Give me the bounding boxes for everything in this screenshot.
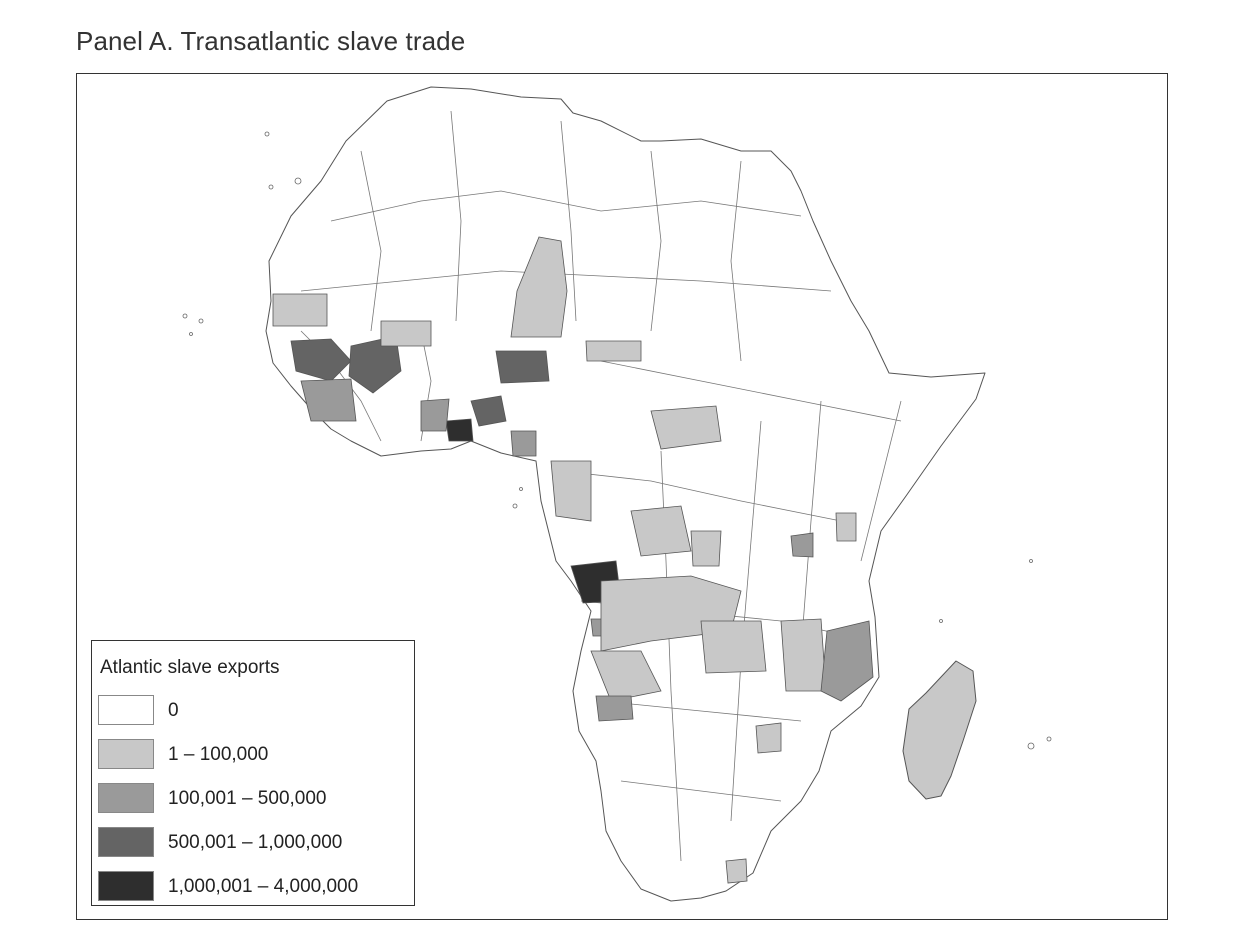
- panel-title: Panel A. Transatlantic slave trade: [76, 26, 466, 56]
- legend-label: 500,001 – 1,000,000: [168, 832, 343, 853]
- legend-swatch-2: [98, 783, 154, 813]
- map-frame: Atlantic slave exports 0 1 – 100,000 100…: [76, 73, 1168, 920]
- map-legend: Atlantic slave exports 0 1 – 100,000 100…: [91, 640, 415, 906]
- legend-title: Atlantic slave exports: [100, 657, 280, 678]
- legend-label: 1 – 100,000: [168, 744, 269, 765]
- africa-map: [182, 86, 1052, 902]
- legend-item: 1,000,001 – 4,000,000: [98, 871, 398, 901]
- legend-label: 1,000,001 – 4,000,000: [168, 876, 359, 897]
- legend-item: 500,001 – 1,000,000: [98, 827, 398, 857]
- legend-item: 0: [98, 695, 398, 725]
- legend-item: 1 – 100,000: [98, 739, 398, 769]
- madagascar: [902, 660, 977, 800]
- legend-label: 0: [168, 700, 179, 721]
- legend-swatch-1: [98, 739, 154, 769]
- legend-swatch-4: [98, 871, 154, 901]
- legend-swatch-0: [98, 695, 154, 725]
- legend-item: 100,001 – 500,000: [98, 783, 398, 813]
- legend-label: 100,001 – 500,000: [168, 788, 327, 809]
- legend-swatch-3: [98, 827, 154, 857]
